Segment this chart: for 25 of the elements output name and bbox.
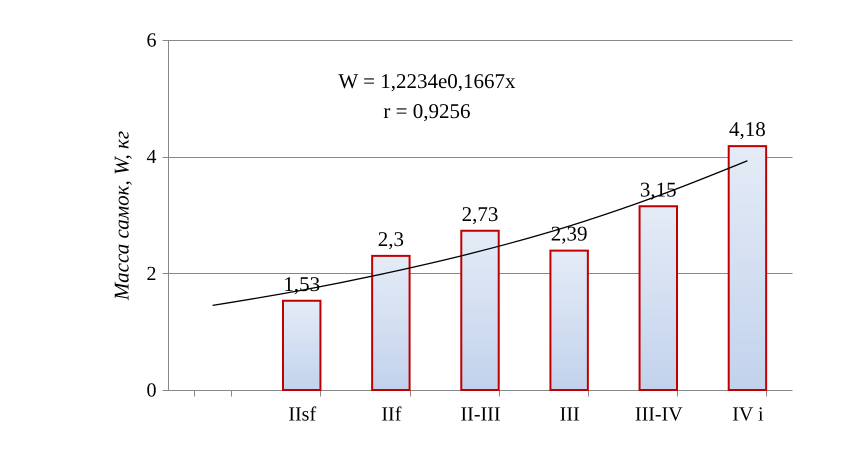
annotation: r = 0,9256 <box>383 99 471 123</box>
bar <box>282 300 322 391</box>
x-tick-label: IIsf <box>288 404 316 426</box>
data-label: 3,15 <box>640 177 677 202</box>
y-tick-label: 2 <box>146 262 156 285</box>
x-tick-label: III <box>560 404 580 426</box>
bar <box>460 230 500 391</box>
bar <box>728 145 768 391</box>
x-tick-label: IV i <box>732 404 764 426</box>
annotation: W = 1,2234e0,1667x <box>338 69 516 93</box>
data-label: 2,3 <box>378 226 404 251</box>
y-tick-label: 0 <box>146 380 156 402</box>
data-label: 4,18 <box>729 117 766 142</box>
y-axis-title: Масса самок, W, кг <box>110 130 134 302</box>
x-tick-label: IIf <box>381 404 402 426</box>
y-tick-label: 4 <box>146 146 156 168</box>
line-series <box>212 160 748 306</box>
bar <box>371 254 411 391</box>
data-label: 2,73 <box>462 202 498 226</box>
x-tick-label: III-IV <box>634 404 684 426</box>
bar <box>549 250 589 391</box>
bar <box>638 205 678 391</box>
x-tick-label: II-III <box>460 404 500 426</box>
data-label: 2,39 <box>550 222 588 246</box>
y-tick-label: 6 <box>146 30 156 52</box>
